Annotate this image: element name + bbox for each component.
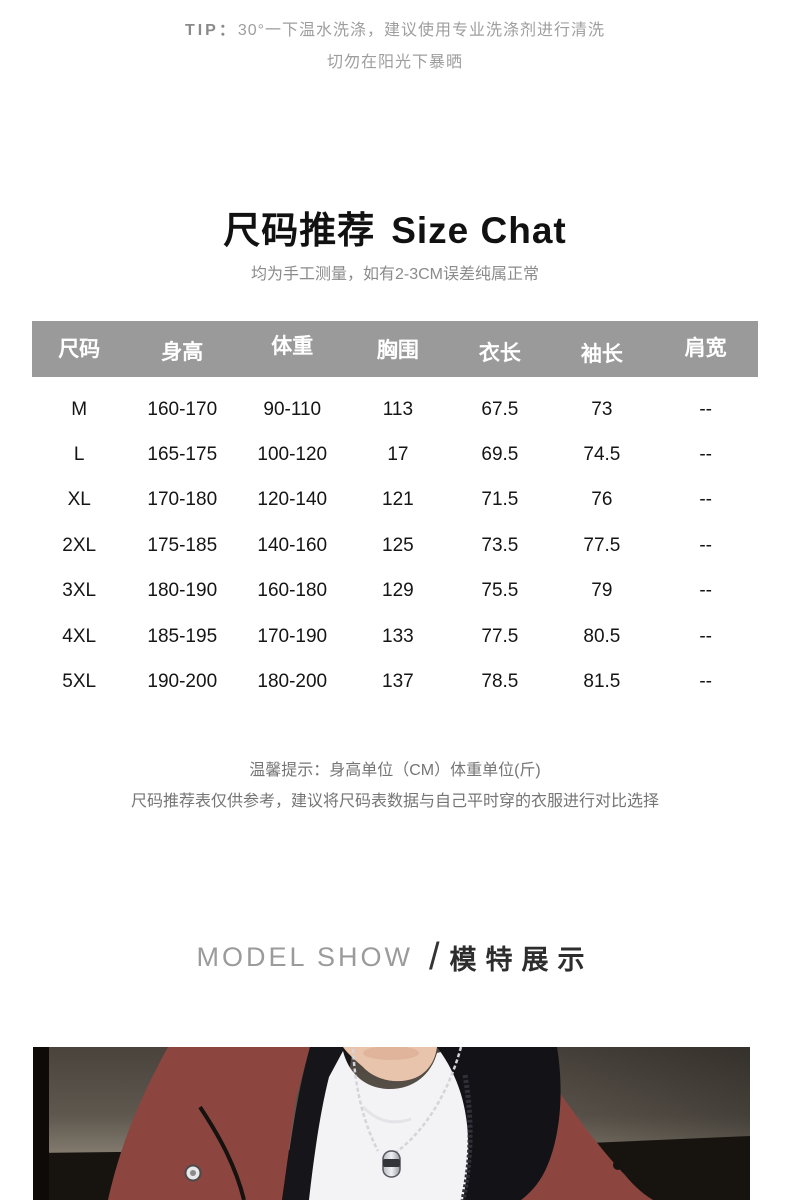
size-cell: XL: [67, 489, 91, 511]
size-cell: --: [699, 625, 712, 647]
size-cell: --: [699, 534, 712, 556]
wash-tip-line-1: TIP：30°一下温水洗涤，建议使用专业洗涤剂进行清洗: [0, 15, 790, 47]
header-cell-height: 身高: [161, 341, 204, 364]
jacket-piping-left: [198, 1105, 246, 1200]
size-cell: 137: [382, 671, 414, 693]
snap-button-left-center: [190, 1169, 196, 1176]
table-row: M 160-170 90-110 113 67.5 73 --: [32, 387, 758, 432]
size-cell: --: [699, 444, 712, 466]
table-row: 5XL 190-200 180-200 137 78.5 81.5 --: [32, 659, 758, 704]
size-cell: 71.5: [481, 489, 519, 511]
model-photo-canvas: [33, 1046, 750, 1200]
wall-corner-strip: [33, 1046, 49, 1200]
size-cell: --: [699, 398, 712, 420]
wash-tip: TIP：30°一下温水洗涤，建议使用专业洗涤剂进行清洗 切勿在阳光下暴晒: [0, 0, 790, 79]
size-chart-title-en: Size Chat: [391, 210, 567, 251]
size-cell: 67.5: [481, 398, 519, 420]
size-cell: 74.5: [583, 444, 621, 466]
size-cell: 170-180: [147, 489, 218, 511]
size-cell: 133: [382, 625, 414, 647]
size-cell: 113: [382, 398, 414, 420]
note-units: 温馨提示：身高单位（CM）体重单位(斤): [249, 761, 541, 779]
table-row: 2XL 175-185 140-160 125 73.5 77.5 --: [32, 523, 758, 568]
header-cell-size: 尺码: [58, 338, 101, 361]
size-cell: 2XL: [62, 534, 97, 556]
size-cell: 165-175: [147, 444, 218, 466]
size-cell: 76: [591, 489, 613, 511]
necklace-pendant-band: [383, 1158, 400, 1167]
size-cell: 190-200: [147, 671, 218, 693]
size-cell: 3XL: [62, 580, 97, 602]
size-cell: --: [699, 580, 712, 602]
size-table-body: M 160-170 90-110 113 67.5 73 -- L 165-17…: [32, 377, 758, 705]
table-row: L 165-175 100-120 17 69.5 74.5 --: [32, 432, 758, 477]
model-show-title-en: MODEL SHOW: [196, 942, 413, 973]
size-cell: 79: [591, 580, 613, 602]
size-cell: 180-190: [147, 580, 218, 602]
size-chart-subtitle: 均为手工测量，如有2-3CM误差纯属正常: [250, 266, 539, 283]
tshirt: [309, 1048, 485, 1200]
model-photo: [33, 1046, 750, 1200]
size-cell: 160-180: [257, 580, 328, 602]
header-cell-length: 衣长: [478, 342, 521, 365]
size-cell: 120-140: [257, 489, 328, 511]
note-advice: 尺码推荐表仅供参考，建议将尺码表数据与自己平时穿的衣服进行对比选择: [130, 792, 659, 810]
header-cell-sleeve: 袖长: [580, 343, 623, 366]
neck: [343, 1046, 437, 1081]
size-cell: 77.5: [583, 534, 621, 556]
model-show-title-cn: 模特展示: [449, 945, 594, 976]
size-cell: 5XL: [62, 671, 97, 693]
table-row: 4XL 185-195 170-190 133 77.5 80.5 --: [32, 614, 758, 659]
size-cell: --: [699, 489, 712, 511]
size-cell: 185-195: [147, 625, 218, 647]
wash-tip-line-2: 切勿在阳光下暴晒: [326, 54, 463, 71]
tip-label: TIP：: [184, 22, 238, 39]
size-cell: 75.5: [481, 580, 519, 602]
zipper-teeth: [460, 1074, 473, 1200]
header-cell-weight: 体重: [271, 335, 314, 358]
header-cell-shoulder: 肩宽: [684, 337, 727, 360]
necklace-chain-right: [394, 1046, 463, 1154]
size-chart-title-cn: 尺码推荐: [223, 210, 376, 251]
slash-divider: /: [428, 936, 440, 979]
size-cell: 80.5: [583, 625, 621, 647]
size-cell: 100-120: [257, 444, 328, 466]
tip-text-1: 30°一下温水洗涤，建议使用专业洗涤剂进行清洗: [237, 22, 606, 39]
size-cell: 160-170: [147, 398, 218, 420]
size-cell: 90-110: [263, 398, 322, 420]
snap-button-right: [613, 1159, 623, 1170]
size-cell: 180-200: [257, 671, 328, 693]
size-cell: 69.5: [481, 444, 519, 466]
size-cell: 125: [382, 534, 414, 556]
size-cell: 175-185: [147, 534, 218, 556]
necklace-chain-left: [351, 1048, 380, 1152]
model-show-heading: MODEL SHOW / 模特展示: [0, 936, 790, 979]
size-cell: L: [73, 444, 85, 466]
size-cell: 170-190: [257, 625, 328, 647]
size-cell: 73.5: [481, 534, 519, 556]
size-cell: 4XL: [62, 625, 97, 647]
tshirt-fold: [361, 1105, 412, 1124]
size-table-header: 尺码 身高 体重 胸围 衣长 袖长 肩宽: [32, 321, 758, 377]
size-notes: 温馨提示：身高单位（CM）体重单位(斤) 尺码推荐表仅供参考，建议将尺码表数据与…: [0, 755, 790, 817]
size-cell: 73: [591, 398, 613, 420]
size-table: 尺码 身高 体重 胸围 衣长 袖长 肩宽 M 160-170 90-110 11…: [32, 321, 758, 705]
size-cell: M: [71, 398, 88, 420]
size-cell: 78.5: [481, 671, 519, 693]
table-row: XL 170-180 120-140 121 71.5 76 --: [32, 478, 758, 523]
size-chart-title: 尺码推荐 Size Chat: [0, 211, 790, 251]
size-cell: 121: [382, 489, 414, 511]
chin-shadow: [363, 1046, 419, 1060]
header-cell-chest: 胸围: [376, 339, 419, 362]
size-cell: 129: [382, 580, 414, 602]
size-cell: 140-160: [257, 534, 328, 556]
size-cell: --: [699, 671, 712, 693]
size-cell: 77.5: [481, 625, 519, 647]
size-cell: 17: [387, 444, 409, 466]
size-cell: 81.5: [583, 671, 621, 693]
table-row: 3XL 180-190 160-180 129 75.5 79 --: [32, 569, 758, 614]
